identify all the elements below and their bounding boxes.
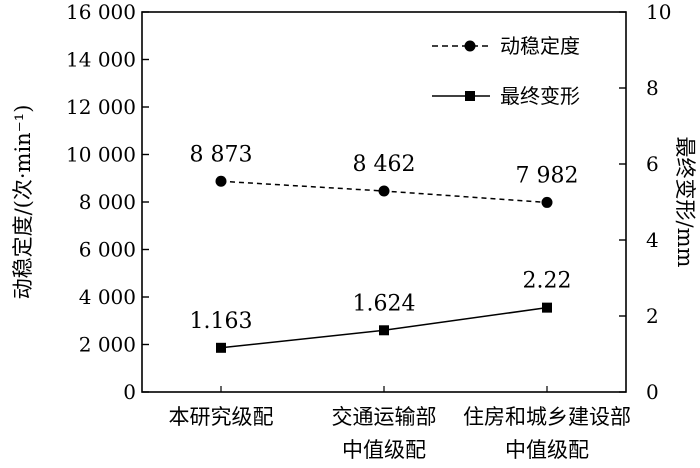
data-label: 8 873 [190, 142, 253, 167]
data-point-circle [541, 196, 553, 208]
right-tick-label: 4 [646, 228, 659, 252]
legend-label: 动稳定度 [500, 34, 580, 58]
data-point-square [216, 342, 226, 353]
left-tick-label: 2 000 [79, 333, 136, 357]
data-point-square [542, 302, 552, 313]
left-tick-label: 12 000 [66, 95, 136, 119]
left-tick-label: 6 000 [79, 238, 136, 262]
left-tick-label: 0 [123, 380, 136, 404]
right-axis-title: 最终变形/mm [673, 137, 697, 268]
legend-label: 最终变形 [500, 84, 580, 108]
category-label: 中值级配 [342, 438, 426, 462]
axis-titles: 动稳定度/(次·min⁻¹) 最终变形/mm [11, 105, 697, 300]
right-tick-label: 8 [646, 76, 659, 100]
data-label: 7 982 [516, 163, 579, 188]
data-label: 1.624 [353, 291, 416, 316]
left-tick-label: 4 000 [79, 285, 136, 309]
series-marks: 8 873 8 462 7 982 1.163 1.624 2.22 [190, 142, 579, 353]
left-tick-label: 16 000 [66, 0, 136, 24]
data-label: 8 462 [353, 152, 416, 177]
category-label: 本研究级配 [169, 405, 274, 429]
data-point-square [379, 325, 389, 336]
right-tick-label: 6 [646, 152, 659, 176]
left-tick-label: 8 000 [79, 190, 136, 214]
legend-marker-circle [464, 40, 476, 52]
data-point-circle [378, 185, 390, 197]
data-label: 1.163 [190, 309, 253, 334]
right-axis-ticks: 0 2 4 6 8 10 [619, 0, 671, 404]
left-axis-ticks: 0 2 000 4 000 6 000 8 000 10 000 12 000 14 000 1… [66, 0, 149, 404]
left-tick-label: 14 000 [66, 48, 136, 72]
right-tick-label: 10 [646, 0, 671, 24]
right-tick-label: 0 [646, 380, 659, 404]
left-axis-title: 动稳定度/(次·min⁻¹) [11, 105, 35, 300]
left-tick-label: 10 000 [66, 143, 136, 167]
category-label: 住房和城乡建设部 [463, 405, 631, 429]
right-tick-label: 2 [646, 304, 659, 328]
legend-marker-square [465, 91, 475, 101]
category-label: 中值级配 [505, 438, 589, 462]
category-label: 交通运输部 [332, 405, 437, 429]
data-point-circle [215, 175, 227, 187]
data-label: 2.22 [523, 269, 572, 294]
